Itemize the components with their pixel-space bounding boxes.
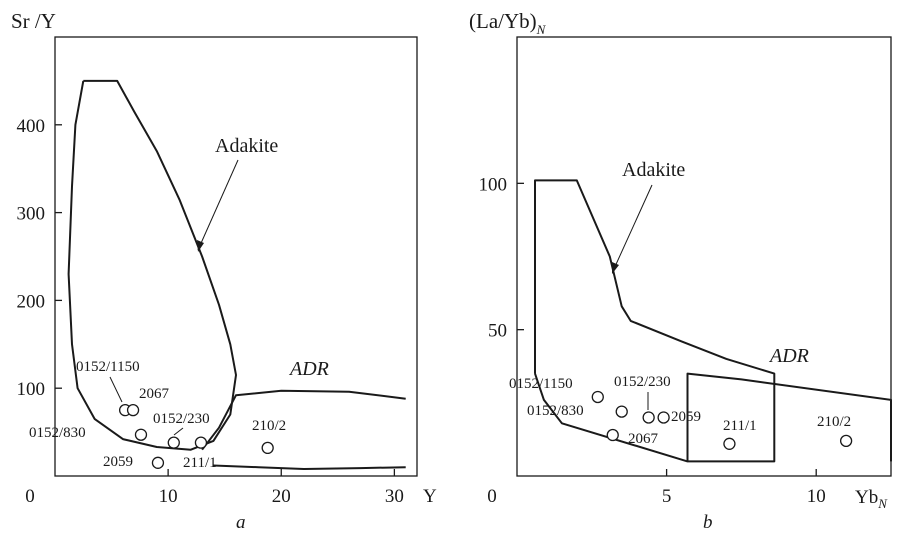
panel-a-y-axis-title: Sr /Y: [11, 9, 56, 33]
panel-a-fields: [67, 79, 406, 470]
panel-a-label-211-1: 211/1: [183, 455, 217, 471]
panel-b-y-axis-title: (La/Yb)N: [469, 9, 547, 37]
panel-a-sample-point-1: [126, 403, 140, 417]
panel-b-label-0152-830: 0152/830: [527, 403, 584, 419]
panel-b-xtick-label-10: 10: [807, 486, 826, 507]
panel-a-sample-point-3: [167, 436, 180, 449]
panel-b: (La/Yb)N YbN b 0 5 10 50 100 Adakite ADR 015…: [469, 9, 892, 533]
panel-a-ytick-label-100: 100: [17, 379, 46, 400]
panel-a-xtick-label-0: 0: [25, 486, 35, 507]
panel-a-frame: [54, 36, 418, 477]
panel-b-sample-point-1: [615, 405, 628, 418]
panel-b-field-adr-1: [686, 372, 892, 462]
panel-b-label-0152-1150: 0152/1150: [509, 376, 573, 392]
panel-b-adakite-label: Adakite: [622, 159, 685, 181]
panel-b-adakite-arrow: [612, 184, 653, 272]
panel-a-leader-1150: [109, 376, 123, 403]
panel-b-caption: b: [703, 512, 713, 533]
panel-a-label-0152-1150: 0152/1150: [76, 359, 140, 375]
panel-b-sample-point-5: [723, 437, 736, 450]
panel-b-ticks: 0 5 10 50 100: [479, 174, 826, 507]
panel-a-label-2067: 2067: [139, 386, 170, 402]
panel-b-ytick-label-50: 50: [488, 321, 507, 342]
panel-a-adakite-arrow: [197, 159, 239, 251]
panel-b-sample-point-4: [657, 411, 670, 424]
panel-a-ytick-label-300: 300: [17, 204, 46, 225]
panel-a-sample-point-4: [194, 436, 208, 449]
panel-b-label-2059: 2059: [671, 409, 701, 425]
panel-a-adr-label: ADR: [288, 358, 329, 380]
panel-a-sample-point-6: [151, 456, 165, 469]
panel-b-label-210-2: 210/2: [817, 414, 851, 430]
panel-a-field-adr-lower-2: [213, 464, 406, 470]
panel-a-ytick-label-200: 200: [17, 291, 46, 312]
panel-a-label-2059: 2059: [103, 454, 133, 470]
panel-a-xtick-label-20: 20: [272, 486, 291, 507]
panel-b-ytick-label-100: 100: [479, 174, 508, 195]
panel-a-xtick-label-10: 10: [159, 486, 178, 507]
panel-b-x-axis-title: YbN: [855, 487, 888, 511]
panel-b-label-0152-230: 0152/230: [614, 374, 671, 390]
panel-a-adakite-arrowhead: [197, 240, 204, 252]
panel-a-field-adakite-0: [67, 79, 237, 451]
panel-b-sample-point-3: [642, 411, 655, 424]
panel-b-frame: [516, 36, 892, 477]
panel-a-ytick-label-400: 400: [17, 116, 46, 137]
panel-a-x-axis-title: Y: [423, 486, 437, 507]
panel-b-field-adakite-0: [534, 179, 776, 463]
panel-a-points: [118, 403, 274, 469]
panel-b-xtick-label-0: 0: [487, 486, 497, 507]
panel-a-label-0152-830: 0152/830: [29, 425, 86, 441]
panel-b-sample-point-6: [839, 434, 853, 448]
panel-a-label-210-2: 210/2: [252, 418, 286, 434]
panel-b-sample-point-2: [606, 428, 619, 442]
panel-b-label-211-1: 211/1: [723, 418, 757, 434]
panel-b-fields: [534, 179, 892, 463]
panel-b-adakite-arrowhead: [612, 262, 619, 274]
panel-b-points: [591, 390, 853, 450]
panel-a-leader-230: [173, 427, 184, 436]
panel-b-xtick-label-5: 5: [662, 486, 672, 507]
panel-b-adr-label: ADR: [768, 345, 809, 367]
panel-a-label-0152-230: 0152/230: [153, 411, 210, 427]
panel-a-sample-point-5: [261, 441, 274, 455]
panel-a-field-adr-1: [201, 389, 406, 451]
panel-a: Sr /Y Y a 0 10 20 30 100 200 300 400 Adakite AD…: [11, 9, 437, 533]
panel-a-adakite-label: Adakite: [215, 135, 278, 157]
panel-a-ticks: 0 10 20 30 100 200 300 400: [17, 116, 404, 507]
panel-a-caption: a: [236, 512, 246, 533]
panel-b-sample-point-0: [591, 390, 604, 404]
panel-a-xtick-label-30: 30: [385, 486, 404, 507]
panel-a-sample-point-2: [134, 428, 148, 441]
panel-b-label-2067: 2067: [628, 431, 659, 447]
